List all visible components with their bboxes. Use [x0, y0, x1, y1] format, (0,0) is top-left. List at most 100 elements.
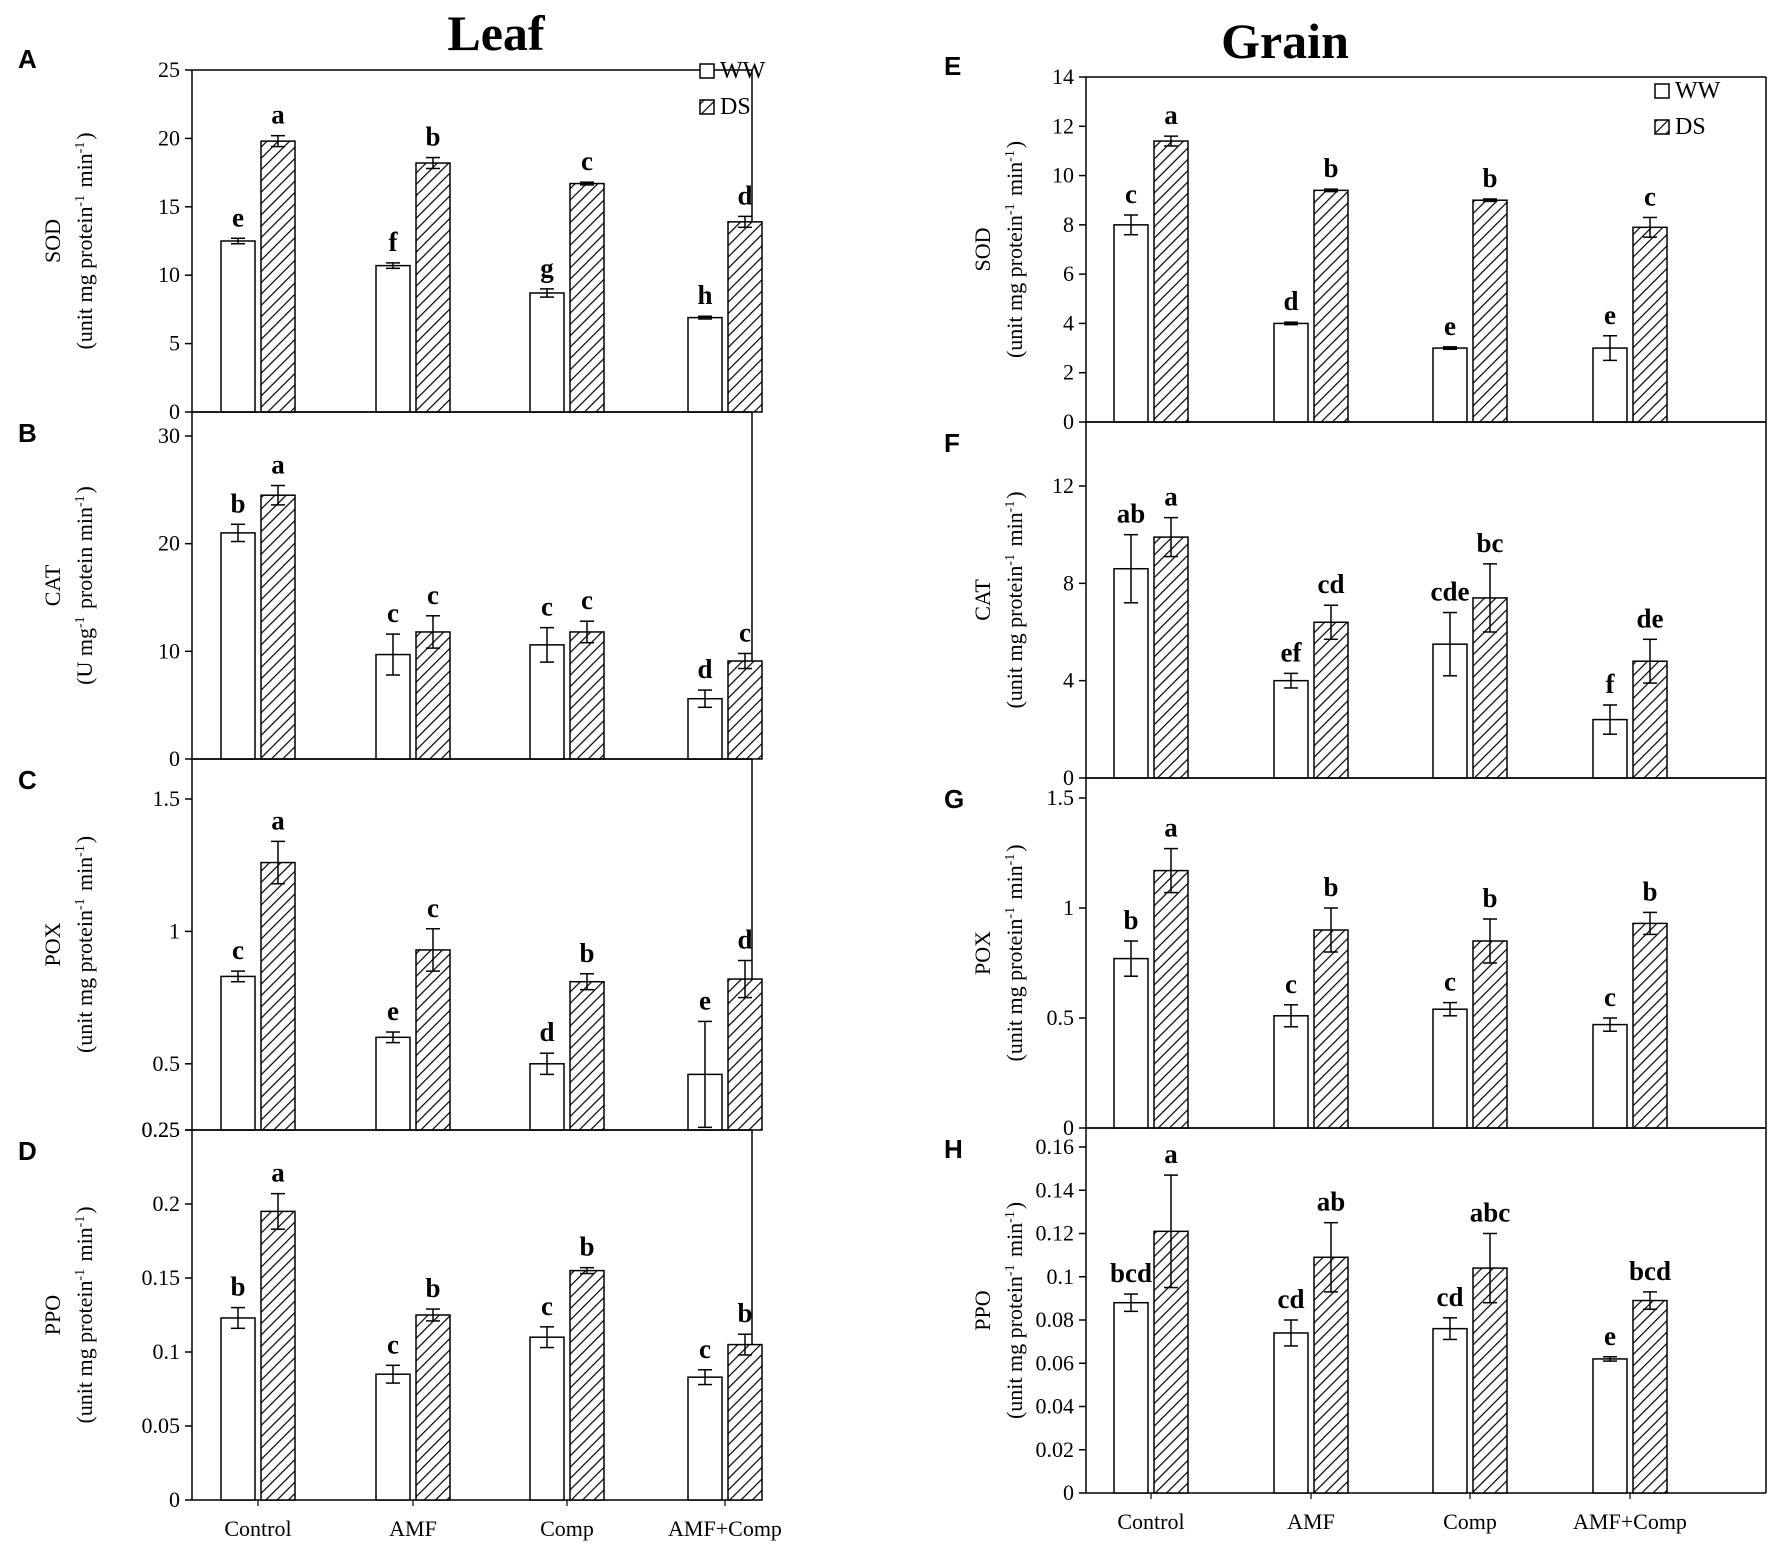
significance-letter: b: [1642, 876, 1657, 906]
panel-g: G 0 0.5 1 1.5 POX (unit mg protein-1 min-1 ) b a…: [944, 777, 1767, 1140]
bar-ww-comp: [529, 644, 565, 760]
bar-ww-comp: [1432, 347, 1468, 423]
y-tick-label: 0: [1063, 765, 1074, 790]
bar-ds-amf-plus-comp: [1632, 1299, 1668, 1494]
y-axis-label-units: (unit mg protein-1 min-1 ): [1002, 1202, 1027, 1419]
significance-letter: e: [1604, 1321, 1616, 1351]
bar-ds-amf: [1313, 929, 1349, 1129]
significance-letter: abc: [1470, 1198, 1511, 1228]
significance-letter: ef: [1281, 637, 1303, 667]
x-category-label: Control: [224, 1516, 291, 1541]
bar-ds-amf-plus-comp: [1632, 922, 1668, 1129]
y-axis-label-name: CAT: [40, 564, 65, 606]
bar-ds-control: [260, 494, 296, 760]
y-tick-label: 10: [1052, 163, 1074, 188]
legend-swatch-ww: [1654, 83, 1670, 99]
significance-letter: c: [541, 592, 553, 622]
y-tick-label: 0: [169, 1487, 180, 1512]
significance-letter: a: [271, 100, 285, 130]
significance-letter: c: [232, 935, 244, 965]
significance-letter: c: [387, 598, 399, 628]
x-category-label: AMF: [1287, 1509, 1335, 1534]
y-tick-label: 10: [158, 262, 180, 287]
bar-ww-comp: [1432, 1008, 1468, 1129]
panel-f: F 0 4 8 12 CAT (unit mg protein-1 min-1 ) aba ef…: [944, 421, 1767, 790]
significance-letter: e: [699, 985, 711, 1015]
significance-letter: a: [1164, 1139, 1178, 1169]
significance-letter: c: [387, 1329, 399, 1359]
bar-ww-control: [1113, 224, 1149, 423]
significance-letter: c: [1285, 969, 1297, 999]
significance-letter: b: [230, 1272, 245, 1302]
y-tick-label: 30: [158, 423, 180, 448]
significance-letter: c: [699, 1334, 711, 1364]
y-tick-label: 10: [158, 638, 180, 663]
bar-ds-amf: [1313, 621, 1349, 779]
significance-letter: ab: [1317, 1187, 1346, 1217]
significance-letter: g: [540, 253, 554, 283]
significance-letter: cde: [1431, 577, 1470, 607]
significance-letter: b: [1323, 153, 1338, 183]
significance-letter: cd: [1318, 569, 1345, 599]
bar-ww-control: [220, 1317, 256, 1501]
significance-letter: f: [1606, 669, 1616, 699]
bar-ds-amf: [415, 949, 451, 1131]
panel-e: E 0 2 4 6 8 10 12 14 SOD (unit mg protein-1 min-1 …: [944, 51, 1767, 434]
significance-letter: a: [271, 1158, 285, 1188]
x-category-label: AMF+Comp: [668, 1516, 782, 1541]
bar-ds-comp: [1472, 199, 1508, 423]
significance-letter: c: [581, 585, 593, 615]
bar-ds-amf-plus-comp: [727, 1343, 763, 1501]
significance-letter: cd: [1437, 1282, 1464, 1312]
significance-letter: c: [427, 893, 439, 923]
significance-letter: a: [271, 805, 285, 835]
significance-letter: a: [1164, 100, 1178, 130]
bar-ds-control: [260, 140, 296, 413]
significance-letter: e: [1444, 311, 1456, 341]
bar-ww-comp: [529, 292, 565, 413]
y-axis-label-units: (unit mg protein-1 min-1 ): [1002, 491, 1027, 708]
significance-letter: a: [271, 450, 285, 480]
significance-letter: c: [1644, 181, 1656, 211]
legend-swatch-ww: [699, 63, 715, 79]
y-tick-label: 0: [169, 746, 180, 771]
y-tick-label: 0.1: [153, 1339, 181, 1364]
significance-letter: f: [389, 227, 399, 257]
significance-letter: c: [1444, 967, 1456, 997]
significance-letter: c: [1125, 179, 1137, 209]
panel-letter: F: [944, 428, 960, 458]
y-tick-label: 14: [1052, 64, 1074, 89]
significance-letter: b: [425, 1273, 440, 1303]
y-axis-label-units: (unit mg protein-1 min-1 ): [1002, 141, 1027, 358]
significance-letter: bc: [1477, 528, 1504, 558]
panel-d: D 0 0.05 0.1 0.15 0.2 0.25 PPO (unit mg protein-…: [18, 1117, 782, 1541]
bar-ww-control: [220, 975, 256, 1131]
y-axis-label-units: (unit mg protein-1 min-1 ): [72, 132, 97, 349]
y-tick-label: 4: [1063, 310, 1074, 335]
significance-letter: b: [1323, 872, 1338, 902]
y-tick-label: 1: [1063, 895, 1074, 920]
bar-ds-comp: [569, 182, 605, 413]
y-tick-label: 0: [169, 399, 180, 424]
y-axis-label-name: SOD: [40, 219, 65, 263]
bar-ds-control: [1153, 536, 1189, 779]
y-tick-label: 0.06: [1036, 1350, 1075, 1375]
significance-letter: e: [1604, 300, 1616, 330]
y-tick-label: 0.04: [1036, 1394, 1075, 1419]
y-tick-label: 0.05: [142, 1413, 181, 1438]
y-tick-label: 0.5: [153, 1051, 181, 1076]
y-tick-label: 0.16: [1036, 1134, 1075, 1159]
y-tick-label: 4: [1063, 668, 1074, 693]
significance-letter: c: [541, 1291, 553, 1321]
y-tick-label: 8: [1063, 570, 1074, 595]
y-tick-label: 1.5: [153, 786, 181, 811]
significance-letter: d: [697, 654, 712, 684]
significance-letter: a: [1164, 482, 1178, 512]
bar-ww-amf: [375, 1036, 411, 1131]
legend-label-ww: WW: [1675, 78, 1721, 104]
panel-letter: G: [944, 784, 964, 814]
bar-ds-amf: [415, 162, 451, 413]
